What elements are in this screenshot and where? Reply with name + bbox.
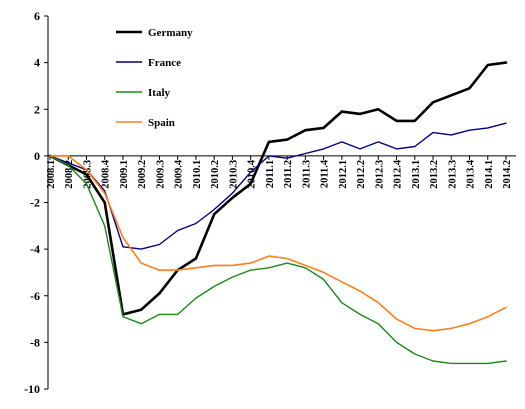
y-tick-label: -4 [30,242,40,256]
x-tick-label: 2010.2 [210,160,221,189]
x-tick-label: 2008.4 [101,159,112,189]
legend: Germany France Italy Spain [116,27,193,129]
x-tick-label: 2011.2 [283,160,294,188]
y-tick-label: -10 [24,382,40,396]
legend-label-italy: Italy [148,87,171,99]
x-tick-label: 2013.3 [447,160,458,189]
x-tick-label: 2012.1 [338,160,349,189]
x-tick-label: 2009.4 [174,159,185,189]
y-axis-tick-labels: -10 -8 -6 -4 -2 0 2 4 6 [24,9,40,396]
x-tick-label: 2009.2 [137,160,148,189]
x-tick-label: 2008.2 [64,160,75,189]
x-tick-label: 2010.4 [247,159,258,189]
series-line-italy [49,155,507,365]
y-tick-label: 0 [34,149,40,163]
y-tick-label: 2 [34,102,40,116]
x-tick-label: 2013.4 [466,159,477,189]
x-tick-label: 2012.4 [393,159,404,189]
series-lines [48,61,508,365]
y-tick-label: -8 [30,335,40,349]
series-line-france [49,122,507,250]
x-tick-label: 2012.3 [374,160,385,189]
chart-axes [44,15,516,390]
x-tick-label: 2010.3 [228,160,239,189]
legend-label-france: France [148,57,181,69]
x-tick-label: 2011.3 [301,160,312,188]
x-tick-label: 2008.3 [82,160,93,189]
x-tick-label: 2014.2 [502,160,513,189]
x-tick-label: 2014.1 [484,160,495,189]
legend-label-spain: Spain [148,117,175,129]
x-tick-label: 2013.2 [429,160,440,189]
legend-label-germany: Germany [148,27,193,39]
series-line-spain [49,155,507,332]
series-line-germany [48,61,508,316]
x-tick-label: 2009.3 [155,160,166,189]
x-tick-label: 2008.1 [46,160,57,189]
x-tick-label: 2011.4 [320,159,331,188]
x-tick-label: 2012.2 [356,160,367,189]
y-tick-label: -2 [30,196,40,210]
x-tick-label: 2009.1 [119,160,130,189]
x-tick-label: 2011.1 [265,160,276,188]
x-tick-label: 2013.1 [411,160,422,189]
y-tick-label: 6 [34,9,40,23]
x-axis-tick-labels: 2008.1 2008.2 2008.3 2008.4 2009.1 2009.2 2009… [46,159,513,189]
x-tick-label: 2010.1 [192,160,203,189]
y-tick-label: 4 [34,56,40,70]
y-tick-label: -6 [30,289,40,303]
